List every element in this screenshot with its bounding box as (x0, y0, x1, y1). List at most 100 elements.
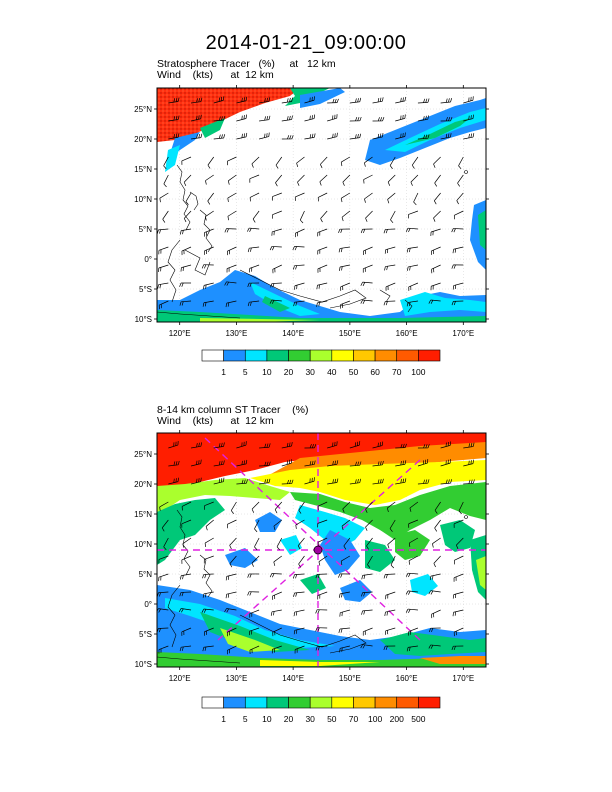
lat-tick-label: 20°N (134, 135, 152, 144)
wind-barb (168, 464, 179, 467)
wind-barb (295, 519, 305, 526)
wind-barb (320, 210, 328, 219)
wind-barb (236, 463, 247, 467)
wind-barb (341, 192, 351, 199)
wind-barb (341, 555, 351, 562)
wind-barb (367, 555, 373, 565)
top-lon-axis: 120°E 130°E 140°E 150°E 160°E 170°E (169, 85, 474, 338)
wind-barb (207, 192, 215, 202)
wind-barb (453, 591, 464, 595)
colorbar-swatch (396, 696, 419, 709)
wind-barb (181, 300, 192, 303)
main-title: 2014-01-21_09:00:00 (205, 32, 407, 54)
wind-barb (254, 519, 260, 530)
wind-barb (341, 156, 351, 163)
wind-barb (294, 609, 305, 613)
colorbar-label: 20 (284, 367, 294, 377)
wind-barb (213, 137, 224, 140)
colorbar-swatch (201, 349, 224, 362)
wind-barb (163, 156, 169, 166)
wind-barb (226, 300, 237, 304)
wind-barb (236, 118, 247, 122)
colorbar-label: 1 (221, 367, 226, 377)
wind-barb (213, 463, 224, 467)
wind-barb (434, 519, 441, 529)
wind-barb (259, 100, 270, 104)
wind-barb (349, 482, 360, 485)
wind-barb (387, 537, 396, 545)
wind-barb (407, 608, 418, 611)
bottom-panel-title-line1: 8-14 km column ST Tracer (%) (157, 404, 309, 416)
top-map: 25°N20°N15°N10°N5°N0°5°S10°S 120°E 130°E 1… (134, 85, 489, 338)
wind-barb (319, 174, 328, 183)
wind-barb (162, 210, 169, 220)
wind-barb (272, 627, 282, 633)
wind-barb (251, 555, 260, 564)
wind-barb (317, 282, 328, 286)
wind-barb (453, 228, 464, 230)
wind-barb (158, 573, 169, 578)
wind-barb (363, 174, 373, 180)
column-tracer-field-high (157, 433, 486, 488)
wind-barb (431, 264, 441, 270)
wind-barb (339, 591, 350, 595)
wind-barb (317, 300, 328, 304)
colorbar-label: 30 (305, 367, 315, 377)
wind-barb (298, 555, 305, 565)
colorbar-label: 10 (262, 367, 272, 377)
lat-tick-label: 0° (144, 600, 152, 609)
wind-barb (181, 555, 192, 561)
wind-barb (433, 210, 441, 219)
wind-barb (159, 300, 169, 306)
colorbar-swatch (244, 696, 268, 709)
wind-barb (440, 136, 451, 140)
wind-barb (304, 136, 315, 140)
wind-barb (409, 501, 419, 509)
wind-barb (327, 463, 338, 467)
wind-barb (430, 299, 441, 302)
wind-barb (395, 136, 406, 140)
colorbar-label: 10 (262, 714, 272, 724)
wind-barb (185, 192, 192, 202)
wind-barb (295, 192, 305, 198)
wind-barb (430, 228, 441, 233)
wind-barb (304, 99, 315, 104)
wind-barb (317, 519, 328, 524)
wind-barb (181, 608, 192, 611)
wind-barb (363, 246, 373, 252)
wind-barb (259, 482, 270, 485)
colorbar-swatch (288, 696, 311, 709)
wind-barb (395, 118, 405, 122)
colorbar-label: 50 (349, 367, 359, 377)
wind-barb (417, 118, 428, 122)
wind-barbs (157, 96, 475, 310)
wind-barb (204, 228, 214, 233)
wind-barb (249, 645, 260, 651)
wind-barb (341, 519, 351, 527)
wind-barb (349, 444, 360, 449)
wind-barb (385, 609, 396, 613)
wind-barb (372, 100, 383, 104)
wind-barb (168, 481, 179, 485)
wind-barb (163, 537, 169, 547)
wind-barb (213, 100, 224, 104)
wind-barb (226, 281, 237, 284)
wind-barb (181, 246, 192, 252)
wind-barb (272, 591, 282, 597)
wind-barb (227, 519, 237, 525)
lon-tick-label: 160°E (396, 329, 418, 338)
wind-barb (271, 282, 282, 284)
wind-barb (463, 482, 474, 485)
wind-barb (430, 573, 441, 577)
lat-tick-label: 10°N (134, 540, 152, 549)
wind-barb (431, 246, 441, 252)
wind-barb (158, 282, 169, 286)
colorbar-label: 60 (370, 367, 380, 377)
wind-barb (387, 501, 396, 509)
wind-barb (453, 246, 464, 250)
bottom-panel-title-line2: Wind (kts) at 12 km (157, 415, 274, 427)
wind-barb (409, 537, 419, 544)
wind-barb (294, 627, 305, 631)
wind-barb (430, 644, 441, 647)
wind-barb (236, 482, 247, 485)
